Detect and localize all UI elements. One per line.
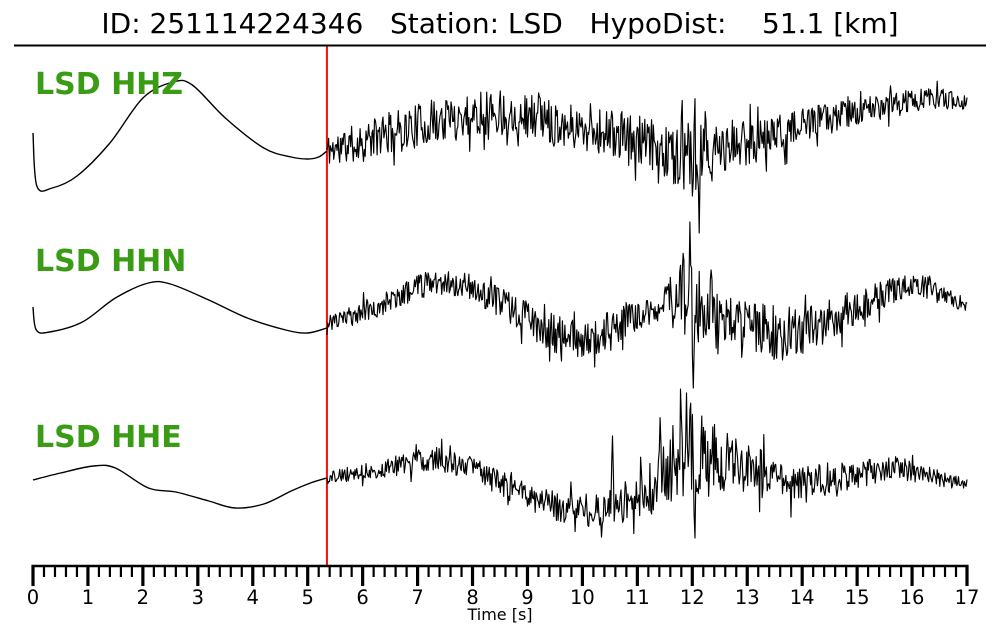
x-tick-label: 9 — [521, 586, 533, 609]
x-tick-label: 10 — [570, 586, 595, 609]
trace-lsd-hhn-post — [326, 221, 968, 389]
x-tick-label: 8 — [466, 586, 478, 609]
x-tick-label: 16 — [900, 586, 925, 609]
x-axis-label: Time [s] — [467, 605, 533, 624]
x-tick-label: 15 — [845, 586, 870, 609]
channel-label-hhz: LSD HHZ — [35, 67, 184, 102]
figure-title: ID: 251114224346 Station: LSD HypoDist: … — [101, 7, 899, 40]
trace-lsd-hhe-post — [326, 388, 968, 539]
x-tick-label: 17 — [955, 586, 980, 609]
x-tick-label: 2 — [137, 586, 149, 609]
x-tick-label: 14 — [790, 586, 815, 609]
x-tick-label: 13 — [735, 586, 760, 609]
x-tick-label: 6 — [356, 586, 368, 609]
x-tick-label: 12 — [680, 586, 705, 609]
x-tick-label: 0 — [27, 586, 39, 609]
channel-label-hhn: LSD HHN — [35, 244, 187, 279]
trace-lsd-hhz-post — [326, 80, 968, 234]
x-tick-label: 4 — [247, 586, 259, 609]
x-tick-label: 11 — [625, 586, 650, 609]
channel-label-hhe: LSD HHE — [35, 420, 182, 455]
trace-lsd-hhn-pre — [32, 280, 328, 334]
x-tick-label: 1 — [82, 586, 94, 609]
x-tick-label: 7 — [411, 586, 423, 609]
x-tick-label: 5 — [301, 586, 313, 609]
x-tick-label: 3 — [192, 586, 204, 609]
trace-lsd-hhz-pre — [32, 79, 328, 192]
trace-lsd-hhe-pre — [32, 464, 328, 509]
